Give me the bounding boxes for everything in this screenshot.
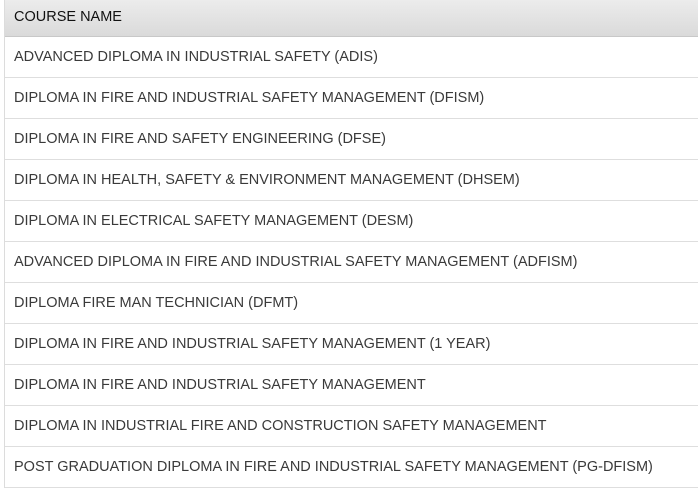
table-row: ADVANCED DIPLOMA IN INDUSTRIAL SAFETY (A… <box>5 37 698 78</box>
table-row: DIPLOMA IN HEALTH, SAFETY & ENVIRONMENT … <box>5 160 698 201</box>
table-row: DIPLOMA IN FIRE AND INDUSTRIAL SAFETY MA… <box>5 365 698 406</box>
table-row: DIPLOMA IN ELECTRICAL SAFETY MANAGEMENT … <box>5 201 698 242</box>
table-row: DIPLOMA IN INDUSTRIAL FIRE AND CONSTRUCT… <box>5 406 698 447</box>
table-row: DIPLOMA IN FIRE AND SAFETY ENGINEERING (… <box>5 119 698 160</box>
table-row: POST GRADUATION DIPLOMA IN FIRE AND INDU… <box>5 447 698 488</box>
table-row: ADVANCED DIPLOMA IN FIRE AND INDUSTRIAL … <box>5 242 698 283</box>
column-header-course-name: COURSE NAME <box>5 0 698 37</box>
table-row: DIPLOMA IN FIRE AND INDUSTRIAL SAFETY MA… <box>5 78 698 119</box>
table-row: DIPLOMA IN FIRE AND INDUSTRIAL SAFETY MA… <box>5 324 698 365</box>
course-table: COURSE NAME ADVANCED DIPLOMA IN INDUSTRI… <box>4 0 698 488</box>
table-row: DIPLOMA FIRE MAN TECHNICIAN (DFMT) <box>5 283 698 324</box>
